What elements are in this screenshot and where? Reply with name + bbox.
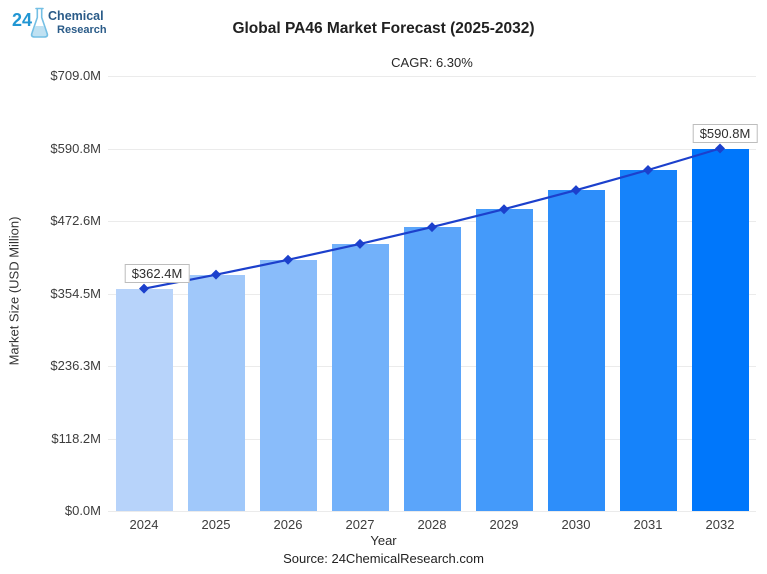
y-tick-label: $0.0M: [64, 503, 101, 518]
logo-line2: Research: [57, 23, 107, 36]
x-tick-label: 2026: [273, 517, 303, 532]
x-tick-label: 2032: [705, 517, 735, 532]
logo-line1: Chemical: [48, 9, 104, 23]
y-tick-label: $590.8M: [50, 140, 101, 156]
bar-2026: [259, 259, 317, 511]
y-tick-label: $709.0M: [50, 68, 101, 83]
source-text: Source: 24ChemicalResearch.com: [283, 551, 484, 566]
x-tick-label: 2028: [417, 517, 447, 532]
bar-2024: [115, 288, 173, 511]
gridline: [108, 148, 756, 150]
y-tick-label: $118.2M: [51, 430, 101, 446]
chart-subtitle: CAGR: 6.30%: [391, 55, 473, 70]
bar-2029: [475, 209, 533, 511]
bar-2028: [403, 227, 461, 511]
chart-title: Global PA46 Market Forecast (2025-2032): [232, 20, 535, 37]
brand-logo: 24 Chemical Research: [12, 4, 107, 40]
bar-2027: [331, 243, 389, 511]
flask-icon: [30, 7, 49, 38]
x-axis-title: Year: [370, 533, 397, 548]
x-tick-label: 2031: [633, 517, 663, 532]
y-tick-label: $236.3M: [50, 358, 101, 373]
x-tick-label: 2025: [201, 517, 231, 532]
logo-wordmark: Chemical Research: [48, 9, 107, 36]
x-tick-label: 2027: [345, 517, 375, 532]
y-tick-label: $354.5M: [50, 285, 101, 301]
gridline: [108, 76, 756, 77]
value-label-2024: $362.4M: [124, 263, 190, 283]
logo-24-text: 24: [12, 10, 33, 30]
bar-2025: [187, 274, 245, 511]
bar-2031: [619, 170, 677, 511]
x-tick-label: 2030: [561, 517, 591, 532]
x-tick-label: 2024: [129, 517, 159, 532]
value-label-2032: $590.8M: [692, 123, 758, 143]
bar-2030: [547, 190, 605, 511]
bar-2032: [691, 148, 749, 511]
gridline: [108, 511, 756, 512]
x-tick-label: 2029: [489, 517, 519, 532]
y-tick-label: $472.6M: [50, 213, 101, 228]
